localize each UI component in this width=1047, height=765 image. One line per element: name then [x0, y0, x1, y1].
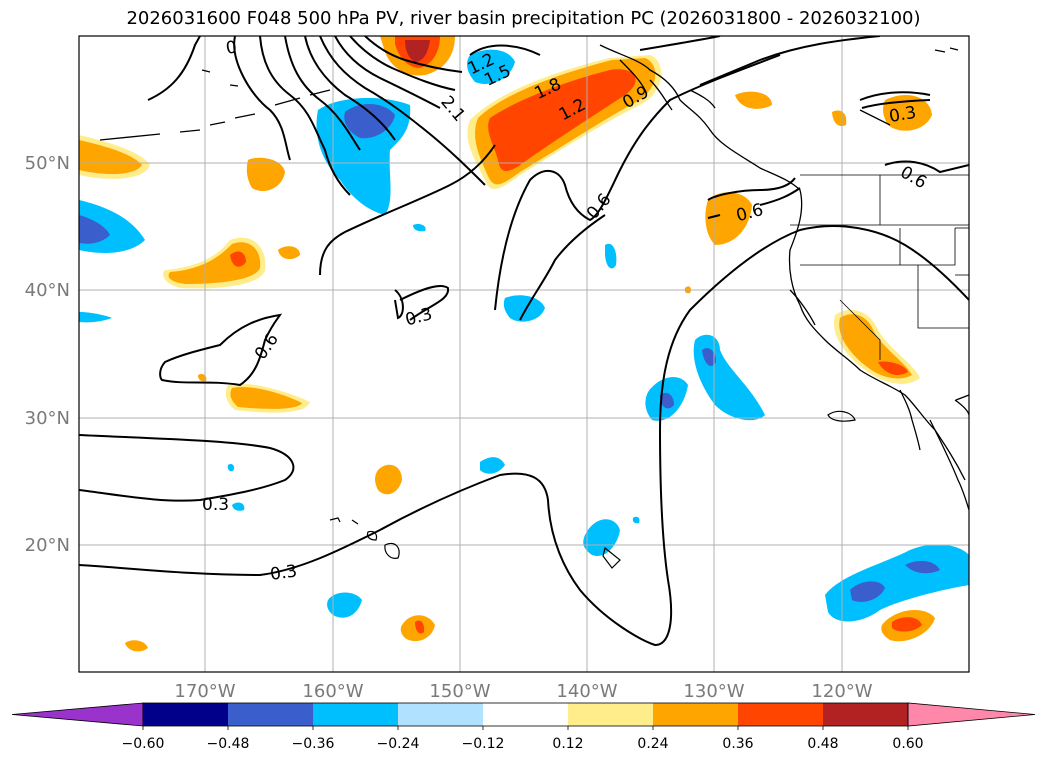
- lat-label: 30°N: [25, 408, 70, 429]
- colorbar-tick-label: −0.24: [377, 736, 420, 752]
- lon-label: 120°W: [811, 681, 872, 702]
- lat-label: 20°N: [25, 535, 70, 556]
- colorbar: −0.60 −0.48 −0.36 −0.24 −0.12 0.12 0.24 0.36 0.4…: [11, 702, 1036, 752]
- colorbar-segment: [228, 703, 314, 726]
- lon-label: 150°W: [429, 681, 490, 702]
- political-borders: [790, 174, 969, 360]
- map-frame: [78, 35, 970, 673]
- colorbar-tick-label: −0.36: [292, 736, 335, 752]
- colorbar-tick-label: 0.24: [637, 736, 668, 752]
- colorbar-tick-label: −0.12: [462, 736, 505, 752]
- contour-label: 0: [224, 37, 238, 59]
- colorbar-segment: [313, 703, 399, 726]
- lat-label: 50°N: [25, 153, 70, 174]
- map-title: 2026031600 F048 500 hPa PV, river basin …: [126, 8, 921, 29]
- colorbar-tick-label: 0.60: [892, 736, 923, 752]
- colorbar-frame: [142, 702, 909, 727]
- colorbar-tick-label: −0.48: [207, 736, 250, 752]
- pv-contours: [79, 36, 969, 647]
- lon-label: 130°W: [683, 681, 744, 702]
- colorbar-segment: [143, 703, 229, 726]
- contour-label: 0.3: [888, 103, 918, 127]
- colorbar-tick-label: −0.60: [122, 736, 165, 752]
- lon-label: 140°W: [556, 681, 617, 702]
- lon-label: 170°W: [174, 681, 235, 702]
- precip-shading: [79, 36, 969, 652]
- colorbar-tick-label: 0.36: [722, 736, 753, 752]
- colorbar-segment: [568, 703, 654, 726]
- colorbar-extend-high: [907, 702, 1036, 727]
- colorbar-tick-label: 0.12: [552, 736, 583, 752]
- contour-label: 0.3: [202, 495, 229, 515]
- colorbar-segment: [653, 703, 739, 726]
- lat-label: 40°N: [25, 280, 70, 301]
- latitude-labels: 50°N 40°N 30°N 20°N: [25, 153, 70, 556]
- colorbar-tick-label: 0.48: [807, 736, 838, 752]
- colorbar-segment: [483, 703, 569, 726]
- contour-label: 0.3: [269, 561, 299, 585]
- lon-label: 160°W: [302, 681, 363, 702]
- colorbar-segment: [398, 703, 484, 726]
- map-plot-area: 0 1.2 1.5 1.8 1.2 0.9 2.1 0.3 0.6 0.6 0.…: [79, 36, 969, 672]
- longitude-labels: 170°W 160°W 150°W 140°W 130°W 120°W: [174, 681, 872, 702]
- colorbar-segment: [738, 703, 824, 726]
- colorbar-segment: [823, 703, 909, 726]
- graticule: [79, 36, 969, 672]
- coastlines: [99, 44, 969, 511]
- hawaii-islands: [201, 69, 856, 569]
- colorbar-extend-low: [11, 702, 144, 727]
